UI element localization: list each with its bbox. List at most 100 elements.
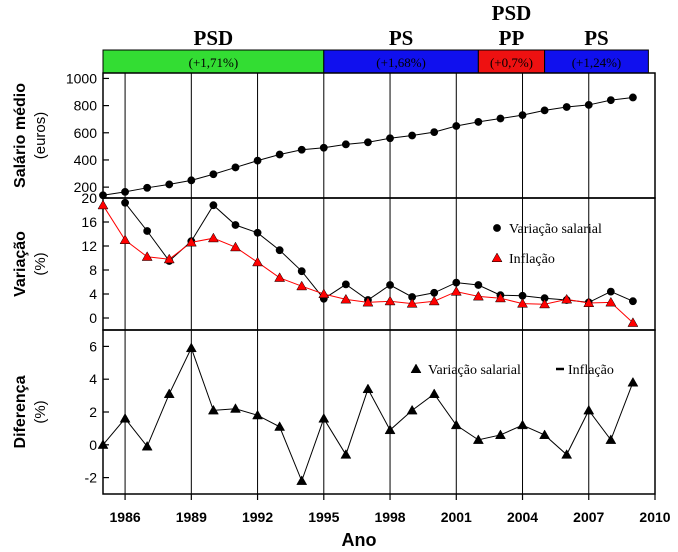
panel-frame: [102, 197, 656, 331]
data-point: [141, 440, 153, 451]
data-point: [386, 134, 394, 143]
data-point: [406, 298, 418, 308]
x-tick-label: 1998: [374, 509, 405, 525]
data-point: [163, 388, 175, 398]
data-point: [584, 101, 593, 109]
data-point: [185, 342, 197, 353]
data-point: [209, 201, 218, 210]
series-line-0: [102, 96, 633, 196]
data-point: [253, 156, 262, 165]
y-axis-label: Variação: [12, 231, 29, 297]
y-tick-label: 4: [89, 371, 97, 387]
panel-frame: [102, 329, 656, 495]
data-point: [428, 388, 440, 398]
data-point: [362, 383, 374, 394]
x-tick-label: 1986: [110, 509, 141, 525]
data-point: [275, 246, 284, 255]
data-point: [318, 413, 330, 423]
x-tick-label: 1995: [308, 509, 339, 525]
x-tick-label: 2007: [573, 509, 604, 525]
legend: Variação salarial Inflação: [410, 363, 614, 378]
data-point: [362, 296, 374, 307]
data-point: [121, 198, 129, 207]
data-point: [450, 286, 462, 296]
legend-marker: [491, 252, 503, 262]
government-period-bands: (+1,71%) PSD (+1,68%) PS (+0,7%) PSD PP (+1,24%…: [102, 1, 649, 74]
data-point: [539, 298, 551, 309]
data-point: [318, 288, 330, 298]
data-point: [452, 122, 461, 130]
data-point: [297, 267, 306, 276]
data-point: [141, 251, 153, 261]
data-point: [495, 429, 506, 439]
data-point: [364, 138, 372, 147]
period-party-label: PS: [584, 26, 609, 50]
data-point: [231, 221, 240, 229]
y-tick-label: 8: [89, 262, 97, 278]
period-growth-label: (+0,7%): [490, 55, 533, 70]
period-growth-label: (+1,71%): [189, 55, 239, 70]
y-axis-unit: (euros): [32, 112, 49, 160]
data-point: [386, 281, 394, 289]
data-point: [143, 183, 152, 192]
legend: Variação salarial Inflação: [491, 222, 602, 267]
data-point: [297, 145, 306, 154]
data-point: [562, 103, 571, 111]
legend-label: Variação salarial: [428, 363, 521, 378]
legend-label: Variação salarial: [509, 222, 602, 237]
data-point: [561, 293, 573, 304]
data-point: [450, 419, 462, 430]
data-point: [185, 236, 197, 247]
y-tick-label: 12: [81, 238, 97, 254]
data-point: [406, 404, 418, 415]
data-point: [474, 118, 483, 126]
data-point: [539, 429, 551, 439]
x-tick-label: 2004: [507, 509, 538, 525]
data-point: [629, 297, 637, 306]
x-axis: 1986 1989 1992 1995 1998 2001 2004 2007 2010 Ano: [110, 494, 671, 550]
data-point: [474, 281, 483, 289]
data-point: [187, 176, 196, 185]
data-point: [517, 298, 528, 308]
y-axis-unit: (%): [32, 400, 49, 423]
y-tick-label: 400: [74, 152, 98, 168]
series-line-0: [124, 202, 634, 303]
data-point: [252, 409, 263, 420]
data-point: [428, 295, 440, 306]
legend-label: Inflação: [509, 252, 555, 267]
data-point: [561, 449, 573, 459]
data-point: [472, 434, 484, 444]
data-point: [209, 170, 218, 179]
panel-diferenca: -2 0 2 4 6 Diferença (%) Variação salarial Infla…: [12, 329, 656, 495]
data-point: [207, 232, 219, 243]
data-point: [252, 256, 263, 267]
data-point: [384, 295, 396, 306]
y-tick-label: 0: [89, 310, 97, 326]
y-tick-label: 4: [89, 286, 97, 302]
data-point: [231, 163, 240, 172]
y-tick-label: 200: [74, 179, 98, 195]
x-tick-label: 2001: [441, 509, 472, 525]
data-point: [408, 131, 417, 140]
data-point: [275, 150, 284, 159]
data-point: [384, 424, 396, 435]
y-tick-label: 0: [89, 437, 97, 453]
data-point: [341, 140, 350, 149]
data-point: [340, 449, 352, 459]
data-point: [496, 114, 505, 123]
data-point: [627, 376, 639, 387]
panel-variacao: 0 4 8 12 16 20 Variação (%) Variação salarial Inf…: [12, 190, 656, 331]
data-point: [517, 419, 528, 430]
legend-marker: [410, 363, 422, 373]
panel-salario: 200 400 600 800 1000 Salário médio (euros): [12, 70, 656, 200]
y-tick-label: 800: [74, 98, 98, 114]
legend-marker: [493, 224, 501, 232]
data-point: [253, 228, 262, 237]
x-tick-label: 2010: [639, 509, 670, 525]
data-point: [606, 96, 615, 105]
data-point: [319, 143, 328, 152]
data-point: [627, 317, 639, 327]
data-point: [274, 272, 286, 282]
data-point: [296, 475, 308, 485]
